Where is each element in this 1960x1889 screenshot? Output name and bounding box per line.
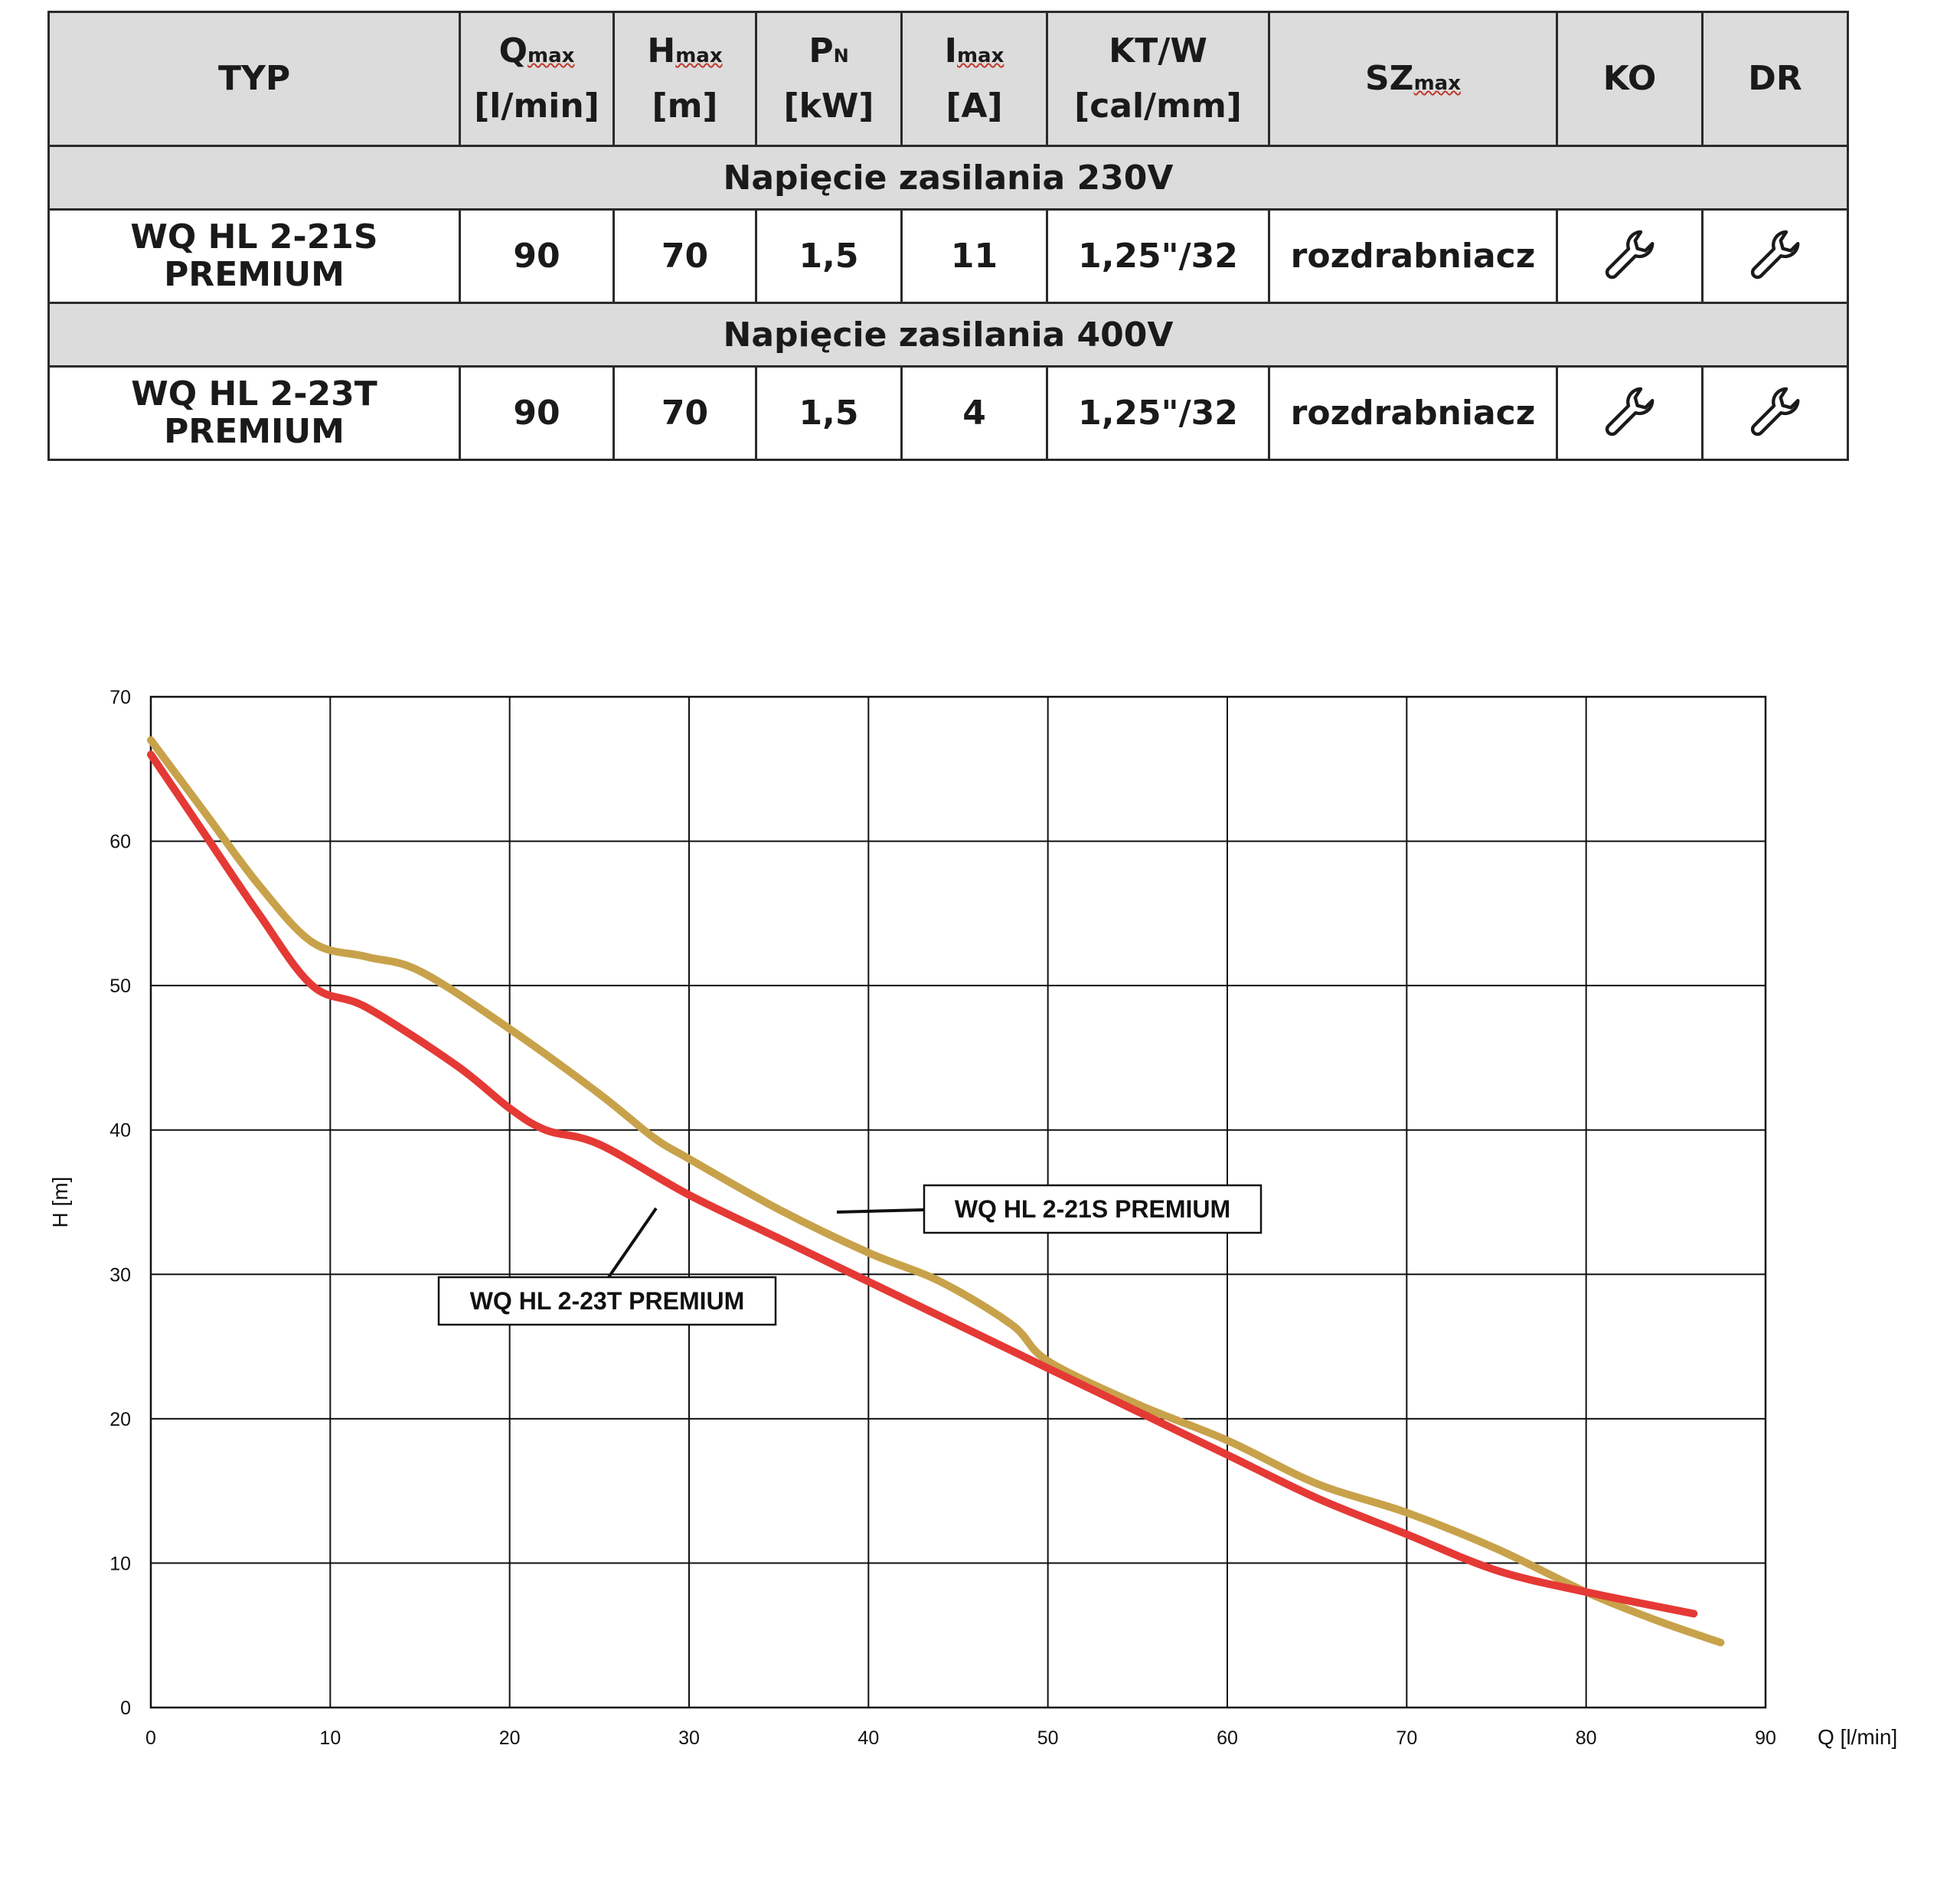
cell-dr [1701,365,1849,461]
x-tick-label: 60 [1217,1727,1238,1749]
callout-label: WQ HL 2-23T PREMIUM [470,1287,745,1315]
wrench-icon [1750,387,1799,436]
y-tick-label: 30 [109,1264,131,1286]
header-hmax-unit: [m] [652,87,718,126]
y-tick-label: 60 [109,832,131,853]
y-tick-label: 50 [109,976,131,997]
header-dr: DR [1701,11,1849,147]
axes: 0 10 20 30 40 50 60 70 80 90 0 10 20 30 40 50 60 70 Q [l/m… [48,687,1897,1749]
cell-imax: 4 [900,365,1048,461]
wrench-icon [1605,387,1654,436]
cell-hmax: 70 [612,365,757,461]
x-tick-label: 30 [678,1727,700,1749]
callout-label: WQ HL 2-21S PREMIUM [955,1195,1230,1223]
plot-frame [149,695,1767,1709]
header-pn-sub: N [833,44,849,67]
x-tick-label: 50 [1037,1727,1059,1749]
cell-qmax: 90 [459,365,615,461]
y-tick-label: 20 [109,1409,131,1430]
header-ktw-unit: [cal/mm] [1074,87,1242,126]
series-line-2 [147,750,1698,1618]
cell-szmax: rozdrabniacz [1268,365,1558,461]
cell-szmax: rozdrabniacz [1268,208,1558,304]
y-tick-label: 10 [109,1553,131,1574]
x-tick-label: 20 [499,1727,521,1749]
header-hmax: Hmax [m] [612,11,757,147]
cell-ktw: 1,25"/32 [1046,365,1270,461]
cell-ko [1556,365,1704,461]
cell-imax: 11 [900,208,1048,304]
header-imax-sub: max [956,44,1004,67]
wrench-icon [1750,230,1799,279]
header-pn-unit: [kW] [783,87,874,126]
series [147,736,1725,1647]
cell-ktw: 1,25"/32 [1046,208,1270,304]
header-ktw: KT/W [cal/mm] [1046,11,1270,147]
header-szmax: SZmax [1268,11,1558,147]
header-pn: PN [kW] [755,11,903,147]
table-row: WQ HL 2-23T PREMIUM 90 70 1,5 4 1,25"/32 … [47,365,1849,461]
header-qmax: Qmax [l/min] [459,11,615,147]
section-title: Napięcie zasilania 400V [47,301,1849,368]
wrench-icon [1605,230,1654,279]
section-row-230v: Napięcie zasilania 230V [47,144,1849,211]
section-title: Napięcie zasilania 230V [47,144,1849,211]
x-tick-label: 70 [1396,1727,1417,1749]
section-row-400v: Napięcie zasilania 400V [47,301,1849,368]
y-tick-label: 0 [120,1698,131,1719]
cell-qmax: 90 [459,208,615,304]
header-hmax-sub: max [675,44,723,67]
header-imax: Imax [A] [900,11,1048,147]
callout-box [923,1184,1263,1234]
annotations: WQ HL 2-21S PREMIUM WQ HL 2-23T PREMIUM [437,1184,1263,1326]
pump-curve-chart: 0 10 20 30 40 50 60 70 80 90 0 10 20 30 40 50 60 70 Q [l/m… [0,659,1960,1769]
series-line-1 [147,736,1725,1647]
header-typ: TYP [47,11,461,147]
header-qmax-sub: max [527,44,575,67]
cell-typ: WQ HL 2-21S PREMIUM [47,208,461,304]
y-tick-label: 40 [109,1120,131,1142]
x-tick-label: 90 [1755,1727,1776,1749]
callout-leader-line [607,1207,658,1279]
header-imax-unit: [A] [946,87,1003,126]
x-tick-label: 10 [319,1727,341,1749]
cell-typ: WQ HL 2-23T PREMIUM [47,365,461,461]
cell-dr [1701,208,1849,304]
table-row: WQ HL 2-21S PREMIUM 90 70 1,5 11 1,25"/32… [47,208,1849,304]
x-axis-label: Q [l/min] [1818,1725,1897,1749]
spec-table: TYP Qmax [l/min] Hmax [m] PN [kW] Imax [… [47,11,1849,461]
x-tick-label: 0 [145,1727,156,1749]
header-qmax-unit: [l/min] [474,87,599,126]
callout-leader-line [836,1208,925,1214]
cell-ko [1556,208,1704,304]
cell-pn: 1,5 [755,365,903,461]
y-tick-label: 70 [109,687,131,708]
header-szmax-sub: max [1413,71,1461,95]
x-tick-label: 40 [858,1727,879,1749]
cell-pn: 1,5 [755,208,903,304]
header-ko: KO [1556,11,1704,147]
y-axis-label: H [m] [48,1177,72,1228]
x-tick-label: 80 [1576,1727,1597,1749]
header-row: TYP Qmax [l/min] Hmax [m] PN [kW] Imax [… [47,11,1849,147]
callout-box [437,1276,777,1326]
cell-hmax: 70 [612,208,757,304]
